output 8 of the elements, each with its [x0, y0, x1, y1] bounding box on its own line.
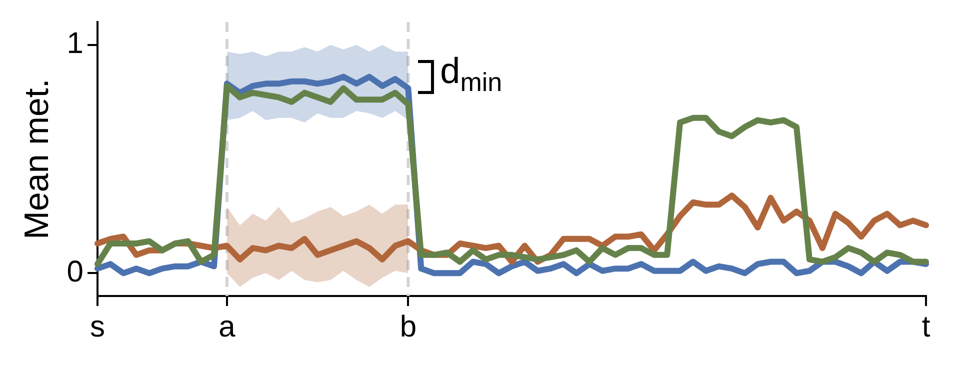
y-tick-label: 0	[66, 255, 84, 288]
x-tick-label: b	[400, 310, 417, 344]
x-tick-label: t	[922, 310, 931, 344]
x-tick-label: s	[90, 310, 105, 344]
y-tick-label: 1	[66, 27, 84, 60]
y-axis-title: Mean met.	[18, 78, 56, 240]
annotation: d$_{min}$	[440, 50, 502, 97]
x-tick-label: a	[218, 310, 236, 344]
